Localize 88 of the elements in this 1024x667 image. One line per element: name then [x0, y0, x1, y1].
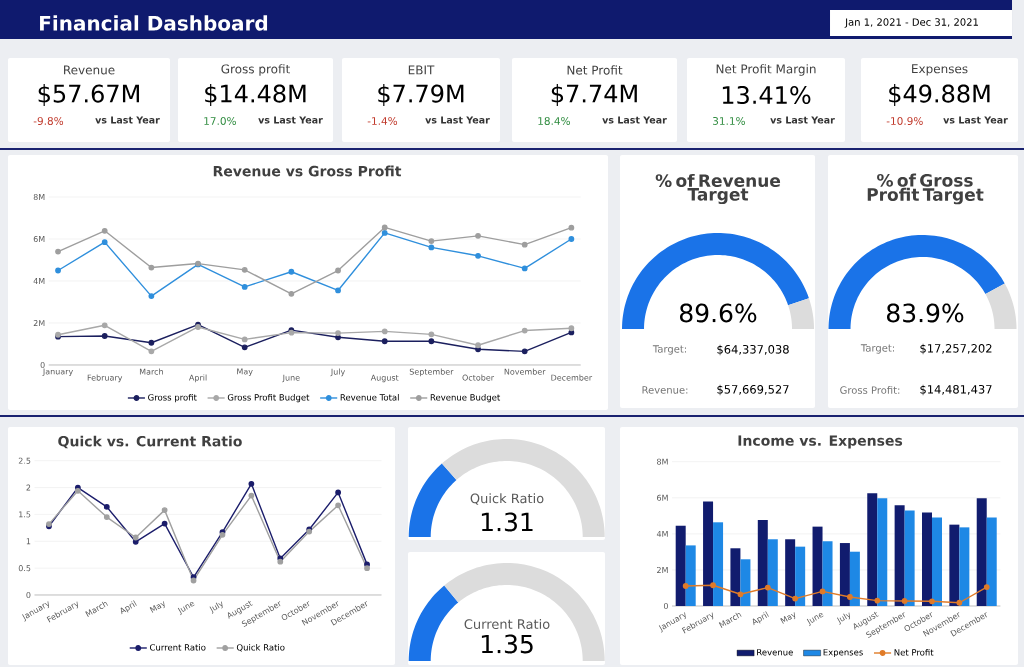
legend-label: Gross Profit Budget [227, 394, 310, 403]
chart-title: Quick vs. Current Ratio [58, 435, 242, 449]
text: -1.4% [367, 117, 398, 125]
x-tick-label: July [330, 368, 345, 377]
y-tick-label: 2.5 [18, 457, 31, 464]
text: $57,669,527 [717, 384, 789, 396]
text: vs Last Year [770, 116, 835, 124]
text: $57.67M [38, 84, 139, 106]
x-tick-label: April [188, 374, 207, 383]
data-label: 83.9% [887, 303, 964, 323]
text: -9.8% [33, 117, 64, 125]
text: Net Profit [567, 65, 623, 75]
text: vs Last Year [943, 116, 1008, 124]
text: Gross profit [221, 64, 290, 76]
text: -10.9% [886, 117, 923, 125]
legend-label: Revenue Budget [430, 394, 501, 403]
text: $17,257,202 [920, 343, 992, 355]
y-tick-label: 6M [33, 235, 45, 243]
text: $64,337,038 [717, 344, 789, 356]
x-tick-label: March [139, 368, 163, 375]
legend-label: Expenses [823, 649, 863, 658]
chart-title: % of Gross Profit Target [867, 173, 984, 205]
text: Gross Profit: [840, 386, 900, 394]
y-tick-label: 0 [40, 361, 45, 369]
text: $14,481,437 [920, 384, 992, 396]
text: 1.35 [481, 634, 533, 654]
y-tick-label: 0 [26, 591, 31, 599]
x-tick-label: August [370, 374, 399, 383]
text: Jan 1, 2021 - Dec 31, 2021 [844, 18, 978, 28]
x-tick-label: July [209, 601, 223, 614]
legend-label: Gross profit [148, 394, 197, 403]
x-tick-label: June [282, 374, 300, 383]
text: vs Last Year [602, 116, 667, 124]
legend-label: Net Profit [894, 649, 934, 656]
y-tick-label: 2M [657, 566, 668, 573]
text: EBIT [408, 65, 435, 75]
x-tick-label: July [836, 612, 851, 625]
legend-label: Quick Ratio [236, 644, 285, 652]
data-label: 89.6% [679, 303, 757, 323]
x-tick-label: June [806, 612, 824, 627]
y-tick-label: 8M [657, 458, 668, 465]
text: Financial Dashboard [40, 15, 268, 31]
text: 31.1% [713, 117, 745, 125]
text: 1.31 [481, 512, 533, 532]
y-tick-label: 6M [657, 494, 668, 501]
text: Target: [860, 344, 894, 354]
text: $7.79M [378, 84, 464, 106]
text: vs Last Year [95, 116, 160, 124]
y-tick-label: 0.5 [18, 565, 31, 572]
legend-label: Revenue [757, 649, 793, 656]
y-tick-label: 0 [663, 602, 668, 610]
text: 18.4% [538, 117, 570, 125]
text: Net Profit Margin [716, 64, 816, 76]
x-tick-label: December [551, 374, 593, 381]
y-tick-label: 4M [33, 278, 45, 284]
text: Revenue [64, 65, 115, 75]
y-tick-label: 1.5 [19, 511, 31, 518]
text: Revenue: [642, 386, 688, 394]
legend-label: Revenue Total [340, 394, 399, 401]
x-tick-label: November [504, 368, 546, 375]
y-tick-label: 2 [26, 484, 31, 491]
chart-title: Revenue vs Gross Profit [213, 165, 402, 177]
chart-title: Income vs. Expenses [738, 435, 903, 449]
x-tick-label: February [87, 374, 123, 383]
text: vs Last Year [258, 116, 323, 124]
y-tick-label: 1 [26, 538, 31, 545]
text: $14.48M [205, 84, 306, 106]
x-tick-label: May [780, 612, 796, 624]
x-tick-label: October [462, 374, 495, 381]
text: Current Ratio [464, 618, 550, 630]
text: $7.74M [551, 84, 637, 106]
text: Expenses [912, 64, 968, 76]
y-tick-label: 2M [33, 320, 45, 326]
text: 13.41% [722, 85, 811, 105]
x-tick-label: May [237, 368, 253, 377]
text: vs Last Year [425, 116, 490, 124]
text: Target: [652, 345, 686, 355]
x-tick-label: May [149, 601, 165, 613]
chart-title: % of Revenue Target [655, 173, 781, 205]
x-tick-label: June [177, 601, 195, 616]
x-tick-label: September [409, 368, 454, 377]
text: Quick Ratio [470, 493, 544, 505]
x-tick-label: January [42, 368, 73, 377]
y-tick-label: 8M [33, 193, 45, 201]
text: $49.88M [889, 84, 990, 106]
text: 17.0% [204, 117, 236, 125]
legend-label: Current Ratio [149, 644, 206, 651]
y-tick-label: 4M [656, 530, 668, 537]
